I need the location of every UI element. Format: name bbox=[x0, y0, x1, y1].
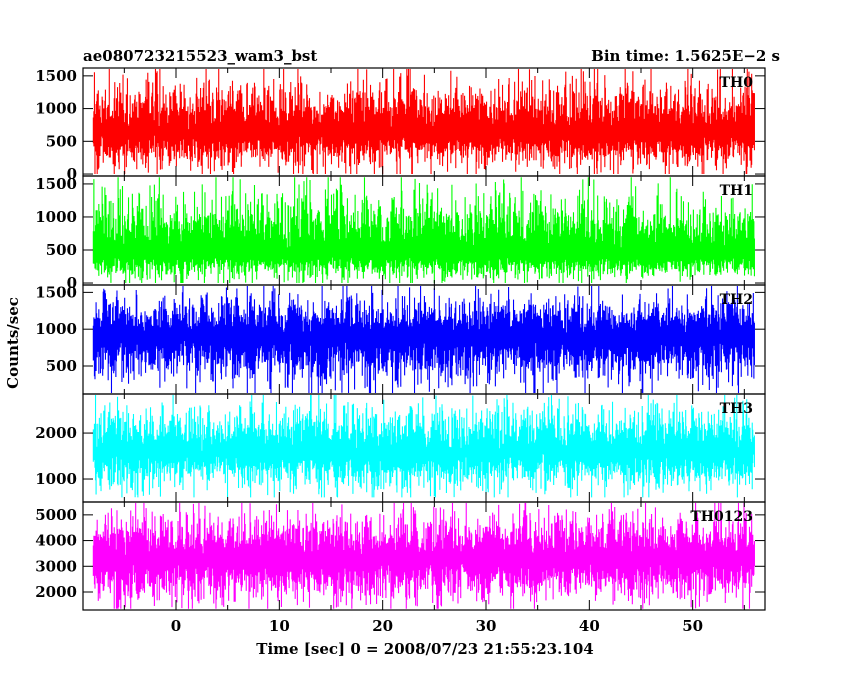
panel-frame bbox=[82, 501, 766, 611]
y-tick-label: 1000 bbox=[35, 100, 77, 118]
x-tick-label: 40 bbox=[579, 617, 600, 635]
y-tick-label: 2000 bbox=[35, 583, 77, 601]
x-tick-label: 30 bbox=[476, 617, 497, 635]
x-tick-label: 0 bbox=[171, 617, 181, 635]
series-line-th0 bbox=[92, 69, 755, 174]
chart-title-left: ae080723215523_wam3_bst bbox=[83, 47, 317, 65]
y-tick-label: 1500 bbox=[35, 175, 77, 193]
x-tick-label: 10 bbox=[269, 617, 290, 635]
y-tick-label: 2000 bbox=[35, 424, 77, 442]
panel-th0: 0 500 1000 1500 TH0 bbox=[35, 67, 766, 183]
panel-th0123: 2000 3000 4000 5000 TH0123 bbox=[35, 501, 766, 611]
series-line-th2 bbox=[92, 286, 755, 393]
series-line-th0123 bbox=[92, 503, 755, 609]
band-label-th0: TH0 bbox=[720, 75, 754, 91]
band-label-th1: TH1 bbox=[720, 183, 753, 199]
y-tick-label: 0 bbox=[67, 165, 77, 183]
y-tick-label: 1500 bbox=[35, 67, 77, 85]
chart-title-right: Bin time: 1.5625E−2 s bbox=[591, 47, 780, 65]
series-line-th3 bbox=[92, 395, 755, 498]
y-tick-label: 4000 bbox=[35, 532, 77, 550]
panels-group: 0 500 1000 1500 TH0 0 500 1000 1500 TH1 500 1000 150… bbox=[35, 67, 766, 611]
x-tick-label: 20 bbox=[372, 617, 393, 635]
band-label-th0123: TH0123 bbox=[690, 509, 753, 525]
y-tick-label: 500 bbox=[46, 241, 77, 259]
panel-th2: 500 1000 1500 TH2 bbox=[35, 283, 766, 395]
x-axis-label: Time [sec] 0 = 2008/07/23 21:55:23.104 bbox=[256, 640, 593, 658]
y-tick-label: 1500 bbox=[35, 283, 77, 301]
x-axis: 0 10 20 30 40 50 bbox=[171, 617, 703, 635]
x-tick-label: 50 bbox=[682, 617, 703, 635]
band-label-th2: TH2 bbox=[720, 292, 753, 308]
y-tick-label: 1000 bbox=[35, 320, 77, 338]
y-tick-label: 1000 bbox=[35, 208, 77, 226]
y-tick-label: 5000 bbox=[35, 506, 77, 524]
y-tick-label: 3000 bbox=[35, 557, 77, 575]
y-tick-label: 500 bbox=[46, 132, 77, 150]
y-tick-label: 500 bbox=[46, 357, 77, 375]
series-line-th1 bbox=[92, 177, 755, 283]
y-tick-label: 0 bbox=[67, 274, 77, 292]
y-axis-label: Counts/sec bbox=[4, 297, 22, 389]
band-label-th3: TH3 bbox=[720, 401, 753, 417]
panel-th3: 1000 2000 TH3 bbox=[35, 393, 766, 503]
panel-th1: 0 500 1000 1500 TH1 bbox=[35, 175, 766, 292]
y-tick-label: 1000 bbox=[35, 470, 77, 488]
